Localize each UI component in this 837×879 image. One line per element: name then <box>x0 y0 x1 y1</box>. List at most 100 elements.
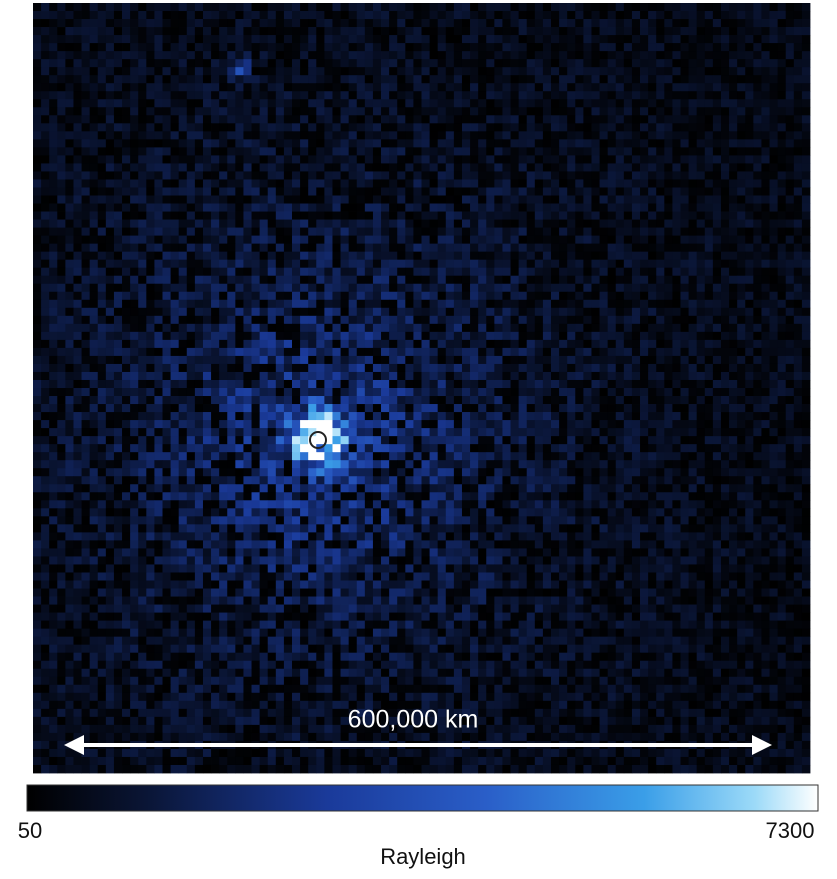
pixel <box>786 75 794 83</box>
pixel <box>243 51 251 59</box>
pixel <box>664 340 672 348</box>
pixel <box>41 107 49 115</box>
pixel <box>65 187 73 195</box>
pixel <box>413 107 421 115</box>
pixel <box>163 187 171 195</box>
pixel <box>543 364 551 372</box>
pixel <box>478 67 486 75</box>
pixel <box>697 252 705 260</box>
pixel <box>664 412 672 420</box>
pixel <box>324 388 332 396</box>
pixel <box>138 380 146 388</box>
pixel <box>705 284 713 292</box>
pixel <box>308 155 316 163</box>
pixel <box>49 43 57 51</box>
pixel <box>567 139 575 147</box>
pixel <box>519 308 527 316</box>
pixel <box>608 123 616 131</box>
pixel <box>243 19 251 27</box>
pixel <box>664 179 672 187</box>
pixel <box>486 83 494 91</box>
pixel <box>567 372 575 380</box>
pixel <box>138 19 146 27</box>
pixel <box>438 252 446 260</box>
pixel <box>454 284 462 292</box>
pixel <box>292 324 300 332</box>
pixel <box>705 380 713 388</box>
pixel <box>243 75 251 83</box>
pixel <box>195 268 203 276</box>
pixel <box>527 35 535 43</box>
pixel <box>179 27 187 35</box>
pixel <box>389 356 397 364</box>
pixel <box>211 123 219 131</box>
pixel <box>535 115 543 123</box>
pixel <box>664 91 672 99</box>
pixel <box>486 139 494 147</box>
pixel <box>138 163 146 171</box>
pixel <box>446 171 454 179</box>
pixel <box>422 276 430 284</box>
pixel <box>519 75 527 83</box>
pixel <box>745 284 753 292</box>
pixel <box>138 91 146 99</box>
pixel <box>260 196 268 204</box>
pixel <box>146 372 154 380</box>
pixel <box>737 163 745 171</box>
pixel <box>438 171 446 179</box>
pixel <box>106 372 114 380</box>
pixel <box>252 123 260 131</box>
pixel <box>543 372 551 380</box>
pixel <box>211 99 219 107</box>
pixel <box>33 139 41 147</box>
pixel <box>778 284 786 292</box>
pixel <box>705 59 713 67</box>
pixel <box>624 236 632 244</box>
pixel <box>656 123 664 131</box>
pixel <box>171 260 179 268</box>
pixel <box>300 252 308 260</box>
pixel <box>721 308 729 316</box>
pixel <box>243 284 251 292</box>
pixel <box>187 308 195 316</box>
pixel <box>349 19 357 27</box>
pixel <box>49 131 57 139</box>
pixel <box>502 356 510 364</box>
pixel <box>227 43 235 51</box>
pixel <box>389 171 397 179</box>
pixel <box>365 308 373 316</box>
pixel <box>430 348 438 356</box>
pixel <box>332 107 340 115</box>
pixel <box>697 396 705 404</box>
pixel <box>130 35 138 43</box>
pixel <box>802 412 810 420</box>
pixel <box>146 404 154 412</box>
pixel <box>49 155 57 163</box>
pixel <box>211 75 219 83</box>
pixel <box>494 300 502 308</box>
pixel <box>648 324 656 332</box>
pixel <box>300 123 308 131</box>
pixel <box>454 260 462 268</box>
pixel <box>786 91 794 99</box>
pixel <box>591 27 599 35</box>
pixel <box>438 332 446 340</box>
pixel <box>422 396 430 404</box>
pixel <box>154 244 162 252</box>
pixel <box>122 252 130 260</box>
pixel <box>737 35 745 43</box>
pixel <box>381 139 389 147</box>
pixel <box>389 324 397 332</box>
pixel <box>559 115 567 123</box>
pixel <box>713 196 721 204</box>
pixel <box>49 236 57 244</box>
pixel <box>478 236 486 244</box>
pixel <box>179 220 187 228</box>
pixel <box>656 27 664 35</box>
pixel <box>761 147 769 155</box>
pixel <box>122 220 130 228</box>
pixel <box>98 3 106 11</box>
pixel <box>567 396 575 404</box>
pixel <box>49 67 57 75</box>
pixel <box>761 204 769 212</box>
